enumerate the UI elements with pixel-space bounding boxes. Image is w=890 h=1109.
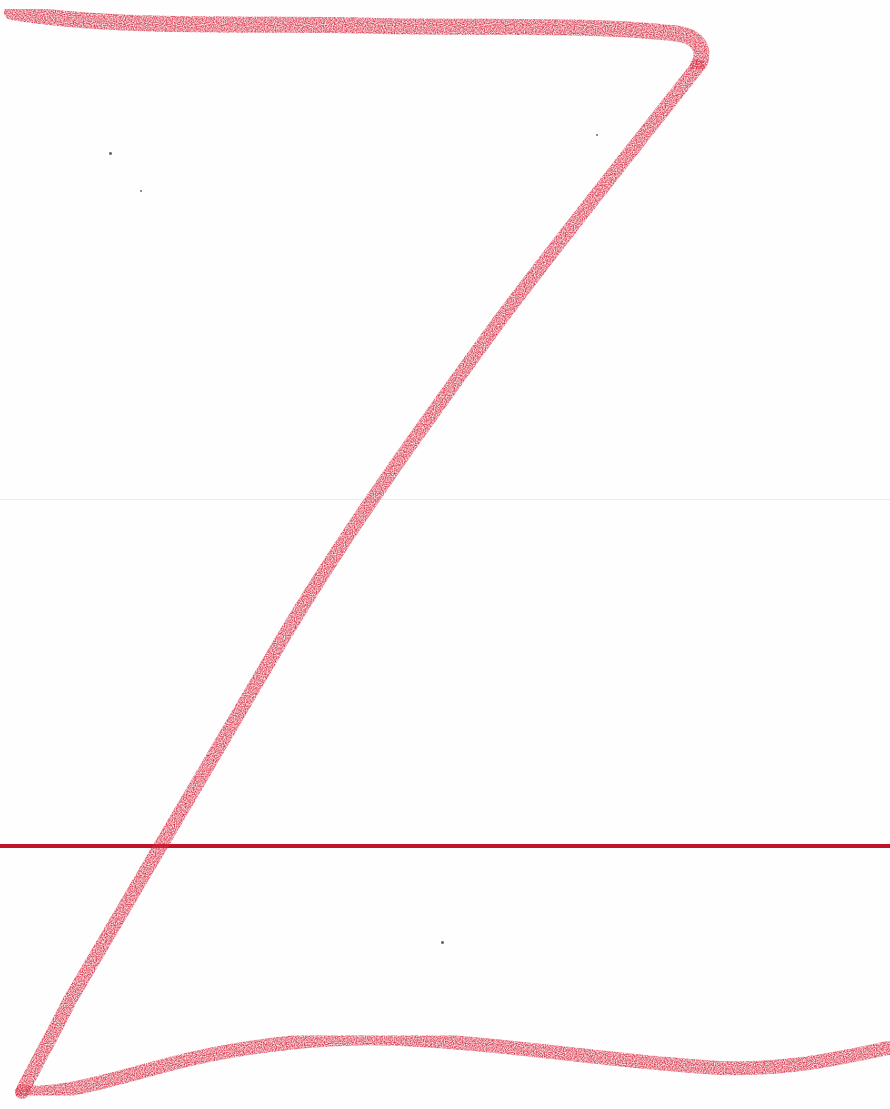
paper-fold-line (0, 499, 890, 500)
red-baseline (0, 844, 890, 848)
z-diagonal-stroke (15, 59, 705, 1099)
paper-speck (109, 152, 112, 155)
paper-speck (596, 134, 598, 136)
z-top-stroke (4, 4, 710, 74)
paper-speck (140, 190, 142, 192)
z-bottom-stroke (15, 1031, 890, 1100)
paper-speck (441, 941, 444, 944)
